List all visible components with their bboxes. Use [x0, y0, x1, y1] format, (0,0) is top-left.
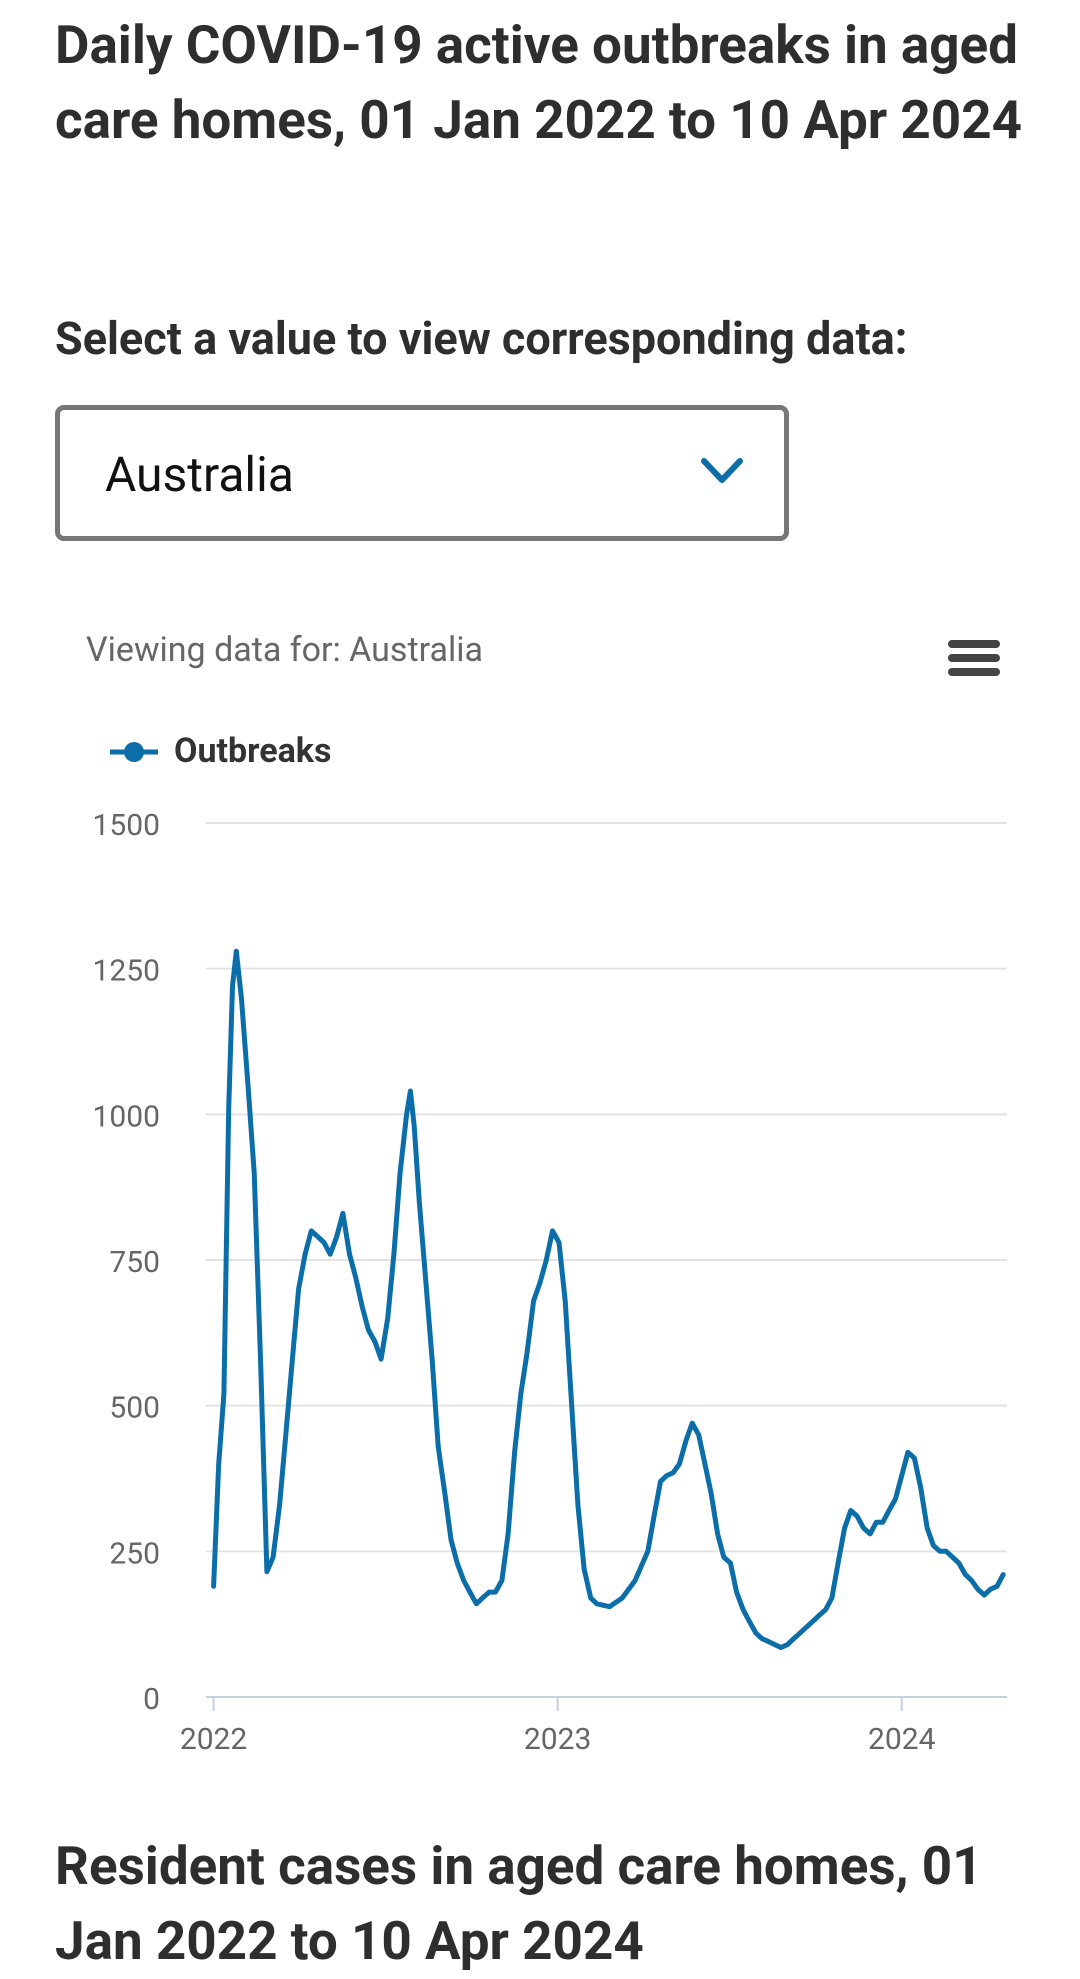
y-tick-label: 1500	[93, 808, 160, 843]
y-tick-label: 750	[109, 1245, 160, 1280]
dropdown[interactable]: Australia	[55, 405, 789, 541]
y-tick-label: 0	[143, 1682, 160, 1717]
y-tick-label: 1000	[93, 1099, 160, 1134]
y-tick-label: 500	[109, 1391, 160, 1426]
page-title: Daily COVID-19 active outbreaks in aged …	[55, 14, 1023, 151]
x-tick-label: 2024	[868, 1722, 936, 1757]
x-tick-label: 2023	[524, 1722, 591, 1757]
legend-label: Outbreaks	[174, 731, 331, 771]
chart-subtitle: Viewing data for: Australia	[86, 630, 483, 670]
x-tick-label: 2022	[180, 1722, 247, 1757]
chevron-icon	[701, 458, 743, 483]
legend-marker	[124, 742, 144, 762]
section-title: Resident cases in aged care homes, 01 Ja…	[55, 1835, 983, 1972]
menu-button[interactable]	[948, 640, 1000, 676]
y-tick-label: 250	[109, 1536, 160, 1571]
data-line	[211, 948, 1006, 1650]
y-tick-label: 1250	[93, 954, 160, 989]
dropdown-value: Australia	[105, 446, 294, 503]
select-label: Select a value to view corresponding dat…	[55, 312, 908, 365]
chart: Viewing data for: Australia Outbreaks 0 25…	[86, 630, 1007, 1757]
